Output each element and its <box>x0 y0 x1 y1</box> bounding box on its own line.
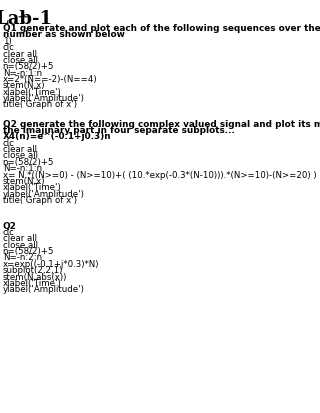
Text: title('Graph of x'): title('Graph of x') <box>3 196 77 204</box>
Text: ylabel('Amplitude'): ylabel('Amplitude') <box>3 285 84 294</box>
Text: clear all: clear all <box>3 50 37 58</box>
Text: title('Graph of x'): title('Graph of x') <box>3 100 77 109</box>
Text: n=(58/2)+5: n=(58/2)+5 <box>3 157 54 166</box>
Text: Q1 generate and plot each of the following sequences over the interval –n:n dete: Q1 generate and plot each of the followi… <box>3 24 320 33</box>
Text: clc: clc <box>3 43 15 52</box>
Text: x= N.*((N>=0) - (N>=10)+( (10.*exp(-0.3*(N-10))).*(N>=10)-(N>=20) ) ) ): x= N.*((N>=0) - (N>=10)+( (10.*exp(-0.3*… <box>3 170 320 179</box>
Text: stem(N,x): stem(N,x) <box>3 81 45 90</box>
Text: n=(58/2)+5: n=(58/2)+5 <box>3 247 54 256</box>
Text: ylabel('Amplitude'): ylabel('Amplitude') <box>3 94 84 103</box>
Text: close all: close all <box>3 240 38 249</box>
Text: Q2 generate the following complex valued signal and plot its magnitudes phase an: Q2 generate the following complex valued… <box>3 119 320 128</box>
Text: xlabel('Time'): xlabel('Time') <box>3 278 61 287</box>
Text: N=-n:2:n: N=-n:2:n <box>3 253 42 262</box>
Text: close all: close all <box>3 56 38 65</box>
Text: number as shown below: number as shown below <box>3 30 124 39</box>
Text: clear all: clear all <box>3 234 37 243</box>
Text: x=2*(N==-2)-(N==4): x=2*(N==-2)-(N==4) <box>3 75 97 84</box>
Text: subplot(2,2,1): subplot(2,2,1) <box>3 266 63 275</box>
Text: Q2: Q2 <box>3 221 17 230</box>
Text: clear all: clear all <box>3 145 37 154</box>
Text: N=-n:1:n: N=-n:1:n <box>3 164 42 173</box>
Text: the imajinary part in four separate subplots...: the imajinary part in four separate subp… <box>3 126 235 135</box>
Text: n=(58/2)+5: n=(58/2)+5 <box>3 62 54 71</box>
Text: X4(n)=e^(-0.1+j0.3)n: X4(n)=e^(-0.1+j0.3)n <box>3 132 111 141</box>
Text: ylabel('Amplitude'): ylabel('Amplitude') <box>3 189 84 198</box>
Text: xlabel('Time'): xlabel('Time') <box>3 88 61 97</box>
Text: clc: clc <box>3 138 15 147</box>
Text: x=exp((-0.1+j*0.3)*N): x=exp((-0.1+j*0.3)*N) <box>3 259 99 268</box>
Text: close all: close all <box>3 151 38 160</box>
Text: stem(N,abs(x)): stem(N,abs(x)) <box>3 272 67 281</box>
Text: N=-n:1:n: N=-n:1:n <box>3 69 42 77</box>
Text: xlabel('Time'): xlabel('Time') <box>3 183 61 192</box>
Text: Lab-1: Lab-1 <box>0 10 52 28</box>
Text: stem(N,x): stem(N,x) <box>3 176 45 185</box>
Text: 1): 1) <box>3 37 12 46</box>
Text: clc: clc <box>3 228 15 236</box>
